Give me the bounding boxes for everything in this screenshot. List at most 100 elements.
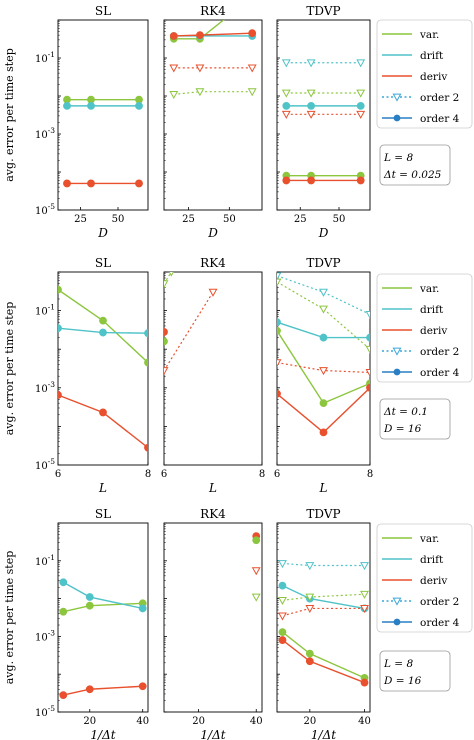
series-group xyxy=(278,560,369,687)
info-line-2: D = 16 xyxy=(383,423,422,435)
legend-marker-circle xyxy=(393,618,401,626)
info-box-frame xyxy=(379,398,451,440)
data-point-drift-order2 xyxy=(306,59,316,68)
series-line-drift-order4 xyxy=(282,585,365,610)
data-point-deriv-order4 xyxy=(196,31,204,40)
series-group xyxy=(281,59,366,185)
data-point-drift-order2 xyxy=(277,272,282,281)
data-point-var-order2 xyxy=(251,593,261,602)
x-axis-label: D xyxy=(207,226,218,240)
data-point-var-order2 xyxy=(195,88,205,97)
data-point-drift-order4 xyxy=(138,604,147,613)
data-point-deriv-order4 xyxy=(135,179,143,188)
legend-marker-circle xyxy=(393,114,401,122)
series-group xyxy=(59,578,147,699)
data-point-deriv-order4 xyxy=(58,391,62,399)
data-point-deriv-order2 xyxy=(281,110,291,119)
data-point-deriv-order4 xyxy=(307,176,316,185)
data-point-var-order4 xyxy=(85,601,94,610)
data-point-drift-order4 xyxy=(144,329,148,338)
subplot-title: SL xyxy=(95,507,111,521)
axes-frame xyxy=(276,271,371,466)
data-point-deriv-order4 xyxy=(278,636,287,644)
data-point-var-order4 xyxy=(319,399,328,408)
info-line-1: L = 8 xyxy=(383,658,413,670)
legend: var. drift deriv order 2 order 4 xyxy=(376,273,473,383)
series-line-var-order4 xyxy=(63,602,143,613)
data-point-drift-order2 xyxy=(281,59,291,68)
series-line-deriv-order4 xyxy=(282,639,365,684)
legend-label: deriv xyxy=(420,71,447,83)
data-point-drift-order4 xyxy=(277,318,281,327)
axes-frame xyxy=(163,522,263,713)
legend-frame xyxy=(376,523,473,633)
data-point-drift-order2 xyxy=(365,310,370,319)
x-tick-label: 25 xyxy=(74,214,87,225)
y-tick-label: 10-5 xyxy=(35,704,55,719)
data-point-drift-order2 xyxy=(278,560,287,569)
data-point-deriv-order2 xyxy=(278,612,287,621)
series-line-var-order2 xyxy=(282,593,365,601)
x-tick-label: 50 xyxy=(223,214,236,225)
legend-label: order 2 xyxy=(420,346,459,358)
series-group xyxy=(169,0,257,100)
info-line-1: L = 8 xyxy=(383,152,413,164)
info-box: L = 8 D = 16 xyxy=(379,650,451,692)
data-point-var-order4 xyxy=(277,326,281,335)
data-point-var-order4 xyxy=(59,607,68,616)
legend-frame xyxy=(376,19,473,129)
x-tick-label: 25 xyxy=(182,214,195,225)
x-tick-label: 20 xyxy=(83,716,96,727)
data-point-drift-order4 xyxy=(278,581,287,590)
data-point-deriv-order4 xyxy=(366,383,370,392)
info-box-frame xyxy=(379,650,451,692)
y-tick-label: 10-1 xyxy=(35,553,55,568)
x-axis-label: L xyxy=(208,481,217,495)
subplot-title: SL xyxy=(95,4,111,18)
y-axis-label: avg. error per time step xyxy=(3,551,16,685)
y-axis-label: avg. error per time step xyxy=(3,302,16,436)
data-point-drift-order4 xyxy=(59,578,68,587)
subplot-tdvp-row2: TDVP 20 40 1/Δt xyxy=(276,507,371,740)
x-tick-label: 6 xyxy=(274,469,280,480)
x-tick-label: 20 xyxy=(192,716,205,727)
legend-label: drift xyxy=(420,554,444,566)
subplot-sl-row2: SL 10-1 10-3 10-5 20 40 1/Δt xyxy=(35,507,149,740)
data-point-drift-order4 xyxy=(99,328,107,337)
series-line-var-order4 xyxy=(277,330,370,405)
info-line-1: Δt = 0.1 xyxy=(383,406,428,418)
x-tick-label: 8 xyxy=(145,469,151,480)
data-point-var-order2 xyxy=(169,91,179,100)
y-tick-label: 10-1 xyxy=(35,303,55,318)
data-point-var-order2 xyxy=(360,590,369,599)
y-tick-label: 10-3 xyxy=(35,380,55,395)
data-point-drift-order2 xyxy=(305,562,315,571)
data-point-var-order2 xyxy=(281,89,291,98)
data-point-deriv-order4 xyxy=(277,389,281,398)
y-tick-label: 10-3 xyxy=(35,126,55,141)
legend-label: order 2 xyxy=(420,92,459,104)
x-tick-label: 6 xyxy=(55,469,61,480)
data-point-deriv-order2 xyxy=(305,605,315,614)
series-group xyxy=(164,272,218,376)
series-line-deriv-order2 xyxy=(164,291,214,371)
data-point-deriv-order2 xyxy=(251,567,261,576)
series-line-var-order2 xyxy=(173,91,253,96)
data-point-var-order4 xyxy=(249,0,256,1)
subplot-sl-row1: SL 10-1 10-3 10-56 8 L xyxy=(35,256,151,495)
data-point-var-order4 xyxy=(278,628,287,636)
axes-frame xyxy=(276,19,371,211)
legend-marker-triangle xyxy=(392,347,402,356)
x-tick-label: 20 xyxy=(303,716,316,727)
data-point-var-order2 xyxy=(168,272,174,277)
data-point-var-order4 xyxy=(58,285,62,294)
legend-label: deriv xyxy=(420,575,447,587)
x-tick-label: 40 xyxy=(358,716,371,727)
data-point-drift-order4 xyxy=(58,324,62,333)
data-point-drift-order2 xyxy=(356,59,366,68)
series-line-var-order4 xyxy=(282,631,365,679)
x-tick-label: 6 xyxy=(161,469,167,480)
legend-label: order 2 xyxy=(420,596,459,608)
series-line-var-order2 xyxy=(277,281,370,350)
x-axis-label: D xyxy=(318,226,329,240)
